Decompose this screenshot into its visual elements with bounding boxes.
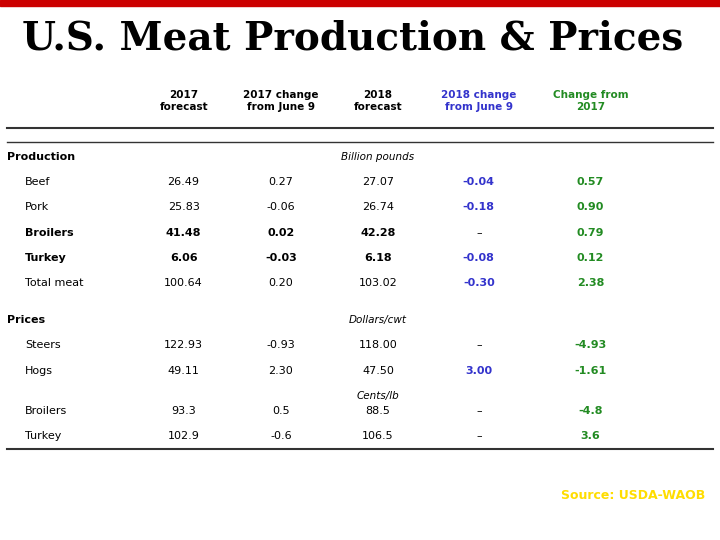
- Text: –: –: [476, 406, 482, 416]
- Text: -0.04: -0.04: [463, 177, 495, 187]
- Text: Total meat: Total meat: [25, 278, 84, 288]
- Text: Billion pounds: Billion pounds: [341, 152, 415, 162]
- Text: Dollars/cwt: Dollars/cwt: [349, 315, 407, 325]
- Text: Steers: Steers: [25, 340, 60, 350]
- Text: Extension and Outreach/Department of Economics: Extension and Outreach/Department of Eco…: [14, 519, 279, 529]
- Text: Broilers: Broilers: [25, 228, 74, 238]
- Text: 42.28: 42.28: [360, 228, 396, 238]
- Text: 0.5: 0.5: [272, 406, 289, 416]
- Text: IOWA STATE UNIVERSITY: IOWA STATE UNIVERSITY: [14, 489, 281, 508]
- Text: 2.38: 2.38: [577, 278, 604, 288]
- Text: 6.06: 6.06: [170, 253, 197, 263]
- Text: 100.64: 100.64: [164, 278, 203, 288]
- Text: -0.6: -0.6: [270, 431, 292, 441]
- Text: 6.18: 6.18: [364, 253, 392, 263]
- Text: -0.03: -0.03: [265, 253, 297, 263]
- Text: 0.02: 0.02: [267, 228, 294, 238]
- Text: 26.49: 26.49: [168, 177, 199, 187]
- Text: –: –: [476, 228, 482, 238]
- Text: -4.93: -4.93: [575, 340, 606, 350]
- Text: -1.61: -1.61: [575, 366, 606, 375]
- Text: -4.8: -4.8: [578, 406, 603, 416]
- Text: 26.74: 26.74: [362, 202, 394, 212]
- Text: -0.06: -0.06: [266, 202, 295, 212]
- Text: 0.79: 0.79: [577, 228, 604, 238]
- Text: 0.90: 0.90: [577, 202, 604, 212]
- Text: Turkey: Turkey: [25, 431, 62, 441]
- Text: -0.08: -0.08: [463, 253, 495, 263]
- Text: Pork: Pork: [25, 202, 50, 212]
- Text: U.S. Meat Production & Prices: U.S. Meat Production & Prices: [22, 19, 683, 58]
- Text: 93.3: 93.3: [171, 406, 196, 416]
- Text: 0.12: 0.12: [577, 253, 604, 263]
- Text: 0.57: 0.57: [577, 177, 604, 187]
- Text: 102.9: 102.9: [168, 431, 199, 441]
- Text: Hogs: Hogs: [25, 366, 53, 375]
- Text: 118.00: 118.00: [359, 340, 397, 350]
- Text: -0.30: -0.30: [463, 278, 495, 288]
- Text: Beef: Beef: [25, 177, 50, 187]
- Text: 2.30: 2.30: [269, 366, 293, 375]
- Text: 2017 change
from June 9: 2017 change from June 9: [243, 90, 318, 112]
- Text: 3.6: 3.6: [580, 431, 600, 441]
- Text: Change from
2017: Change from 2017: [552, 90, 629, 112]
- Text: 41.48: 41.48: [166, 228, 202, 238]
- Bar: [0, 0, 720, 5]
- Text: 106.5: 106.5: [362, 431, 394, 441]
- Text: Production: Production: [7, 152, 76, 162]
- Text: 2018 change
from June 9: 2018 change from June 9: [441, 90, 516, 112]
- Text: –: –: [476, 431, 482, 441]
- Text: Turkey: Turkey: [25, 253, 67, 263]
- Text: 49.11: 49.11: [168, 366, 199, 375]
- Text: 3.00: 3.00: [465, 366, 492, 375]
- Text: Broilers: Broilers: [25, 406, 68, 416]
- Text: 2018
forecast: 2018 forecast: [354, 90, 402, 112]
- Text: 47.50: 47.50: [362, 366, 394, 375]
- Text: Source: USDA-WAOB: Source: USDA-WAOB: [562, 489, 706, 502]
- Text: –: –: [476, 340, 482, 350]
- Text: 103.02: 103.02: [359, 278, 397, 288]
- Text: -0.18: -0.18: [463, 202, 495, 212]
- Text: 122.93: 122.93: [164, 340, 203, 350]
- Text: 0.27: 0.27: [269, 177, 293, 187]
- Text: 25.83: 25.83: [168, 202, 199, 212]
- Text: 0.20: 0.20: [269, 278, 293, 288]
- Text: Prices: Prices: [7, 315, 45, 325]
- Text: 88.5: 88.5: [366, 406, 390, 416]
- Text: 27.07: 27.07: [362, 177, 394, 187]
- Text: -0.93: -0.93: [266, 340, 295, 350]
- Text: Ag Decision Maker: Ag Decision Maker: [529, 521, 706, 537]
- Text: Cents/lb: Cents/lb: [356, 390, 400, 401]
- Text: 2017
forecast: 2017 forecast: [159, 90, 208, 112]
